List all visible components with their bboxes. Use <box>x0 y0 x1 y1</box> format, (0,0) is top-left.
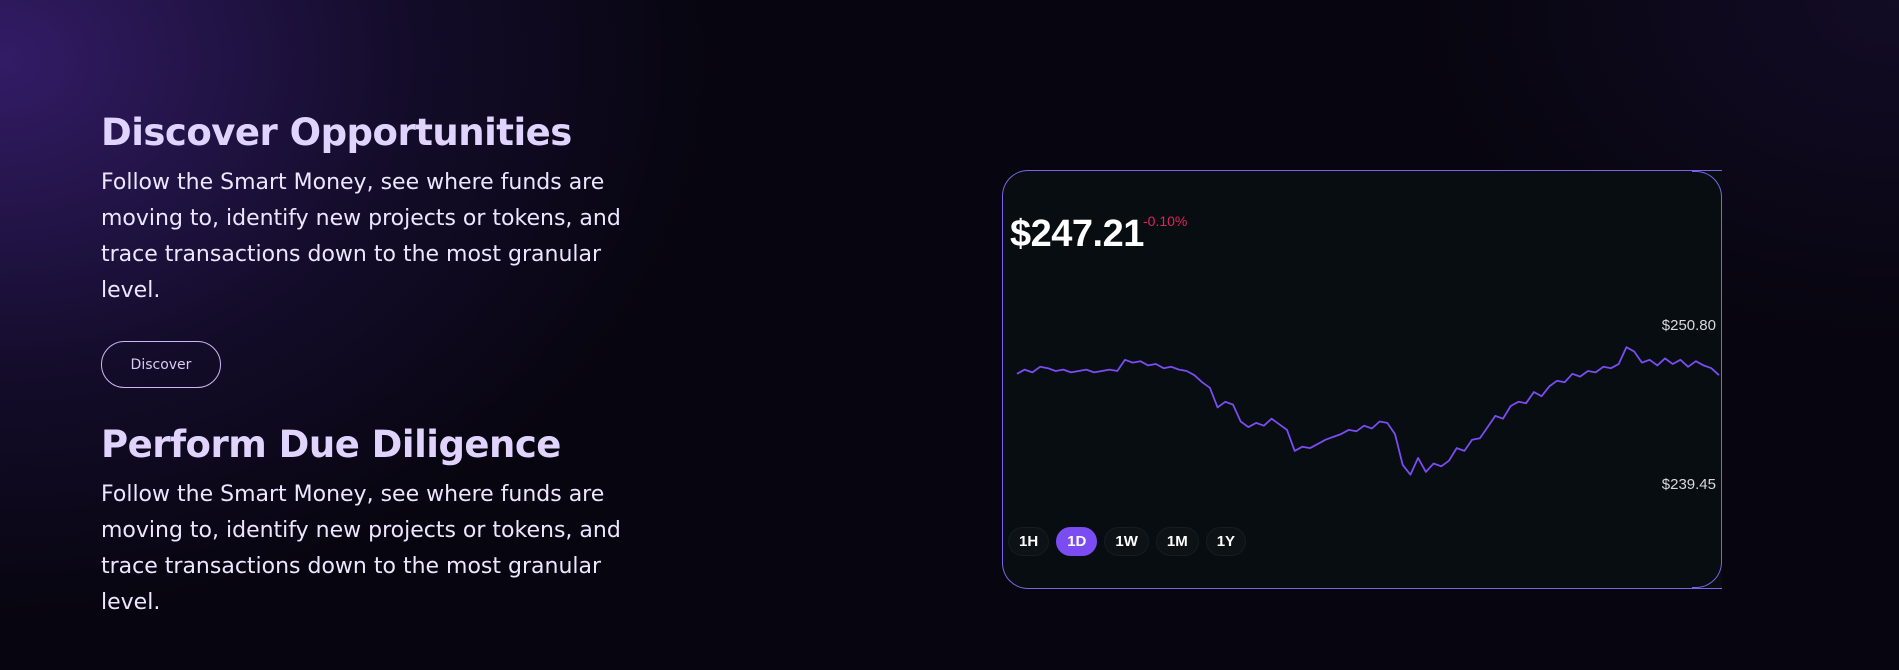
timeframe-selector: 1H 1D 1W 1M 1Y <box>1008 527 1247 556</box>
timeframe-1y-button[interactable]: 1Y <box>1205 527 1247 556</box>
timeframe-1d-button[interactable]: 1D <box>1056 527 1098 556</box>
price-series-line <box>1016 346 1720 476</box>
timeframe-1m-button[interactable]: 1M <box>1155 527 1199 556</box>
section-body-due-diligence: Follow the Smart Money, see where funds … <box>101 482 621 615</box>
section-title-discover: Discover Opportunities <box>101 111 572 154</box>
chart-high-label: $250.80 <box>1661 317 1716 334</box>
chart-low-label: $239.45 <box>1661 476 1716 493</box>
price-chart-card: $247.21 -0.10% $250.80 $239.45 1H 1D 1W 1M 1… <box>1002 170 1722 589</box>
discover-button[interactable]: Discover <box>101 341 221 388</box>
section-body-discover: Follow the Smart Money, see where funds … <box>101 170 621 303</box>
current-price: $247.21 <box>1010 213 1144 255</box>
price-change: -0.10% <box>1143 213 1188 229</box>
section-title-due-diligence: Perform Due Diligence <box>101 423 561 466</box>
timeframe-1h-button[interactable]: 1H <box>1008 527 1050 556</box>
price-line-chart <box>1016 346 1720 476</box>
timeframe-1w-button[interactable]: 1W <box>1104 527 1149 556</box>
